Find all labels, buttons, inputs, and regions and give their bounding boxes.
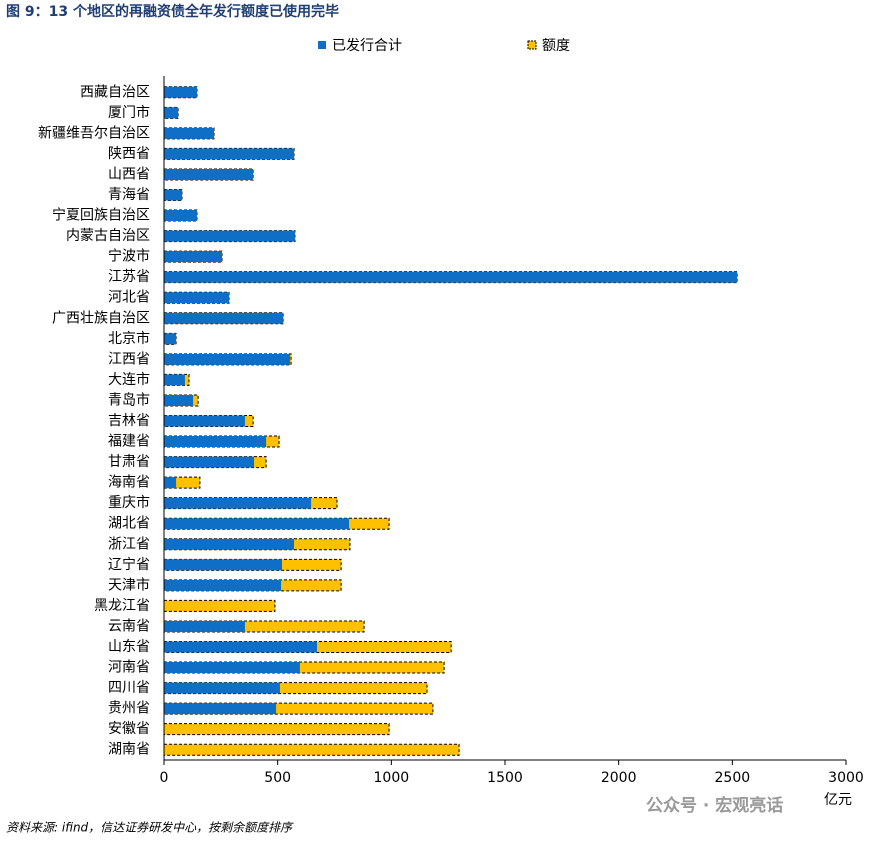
bar xyxy=(164,456,255,468)
y-tick-label: 大连市 xyxy=(108,371,150,388)
bar xyxy=(164,662,300,674)
source: 资料来源: ifind，信达证券研发中心，按剩余额度排序 xyxy=(6,821,294,835)
bar xyxy=(164,86,197,98)
x-tick-label: 0 xyxy=(160,770,169,786)
y-tick-label: 山西省 xyxy=(108,166,150,182)
y-tick-label: 浙江省 xyxy=(108,536,150,552)
legend-swatch xyxy=(318,41,326,49)
y-tick-label: 云南省 xyxy=(108,618,150,634)
legend-label: 额度 xyxy=(542,38,570,54)
y-tick-label: 河北省 xyxy=(108,290,150,306)
y-tick-label: 湖南省 xyxy=(108,742,150,758)
bar xyxy=(163,599,276,612)
y-tick-label: 湖北省 xyxy=(108,516,150,532)
y-tick-label: 吉林省 xyxy=(108,413,150,429)
bar xyxy=(164,189,182,201)
bar xyxy=(164,271,738,283)
bar xyxy=(164,230,295,242)
y-tick-label: 黑龙江省 xyxy=(94,598,150,614)
bar xyxy=(164,353,290,365)
y-tick-label: 四川省 xyxy=(108,680,150,696)
x-tick-label: 2000 xyxy=(601,770,637,786)
y-tick-label: 重庆市 xyxy=(108,494,150,511)
bar xyxy=(164,374,185,386)
y-tick-label: 新疆维吾尔自治区 xyxy=(38,125,150,141)
bar xyxy=(164,251,222,263)
bar xyxy=(164,579,282,591)
y-tick-label: 海南省 xyxy=(108,475,150,491)
bar xyxy=(164,312,284,324)
y-tick-label: 厦门市 xyxy=(108,104,150,121)
y-tick-label: 宁波市 xyxy=(108,248,150,265)
bar xyxy=(164,127,215,139)
bar xyxy=(164,703,277,715)
x-tick-label: 1000 xyxy=(374,770,410,786)
y-tick-label: 陕西省 xyxy=(108,146,150,162)
bar xyxy=(163,702,434,715)
bar xyxy=(164,394,194,406)
y-tick-label: 青岛市 xyxy=(108,391,150,408)
bar xyxy=(164,415,245,427)
watermark: 公众号 · 宏观亮话 xyxy=(646,795,783,816)
x-tick-label: 2500 xyxy=(715,770,751,786)
bar xyxy=(164,477,177,489)
bar xyxy=(164,436,267,448)
x-tick-label: 1500 xyxy=(487,770,523,786)
y-tick-label: 广西壮族自治区 xyxy=(52,310,150,326)
bar xyxy=(164,559,282,571)
bar xyxy=(163,743,460,756)
legend-swatch xyxy=(527,40,537,50)
bar xyxy=(164,497,312,509)
bar xyxy=(164,107,179,119)
y-tick-label: 江苏省 xyxy=(108,269,150,285)
bar xyxy=(164,333,177,345)
y-tick-label: 江西省 xyxy=(108,351,150,367)
y-tick-label: 北京市 xyxy=(108,330,150,347)
x-unit: 亿元 xyxy=(824,792,852,808)
x-tick-label: 3000 xyxy=(828,770,864,786)
y-tick-label: 甘肃省 xyxy=(108,454,150,470)
bar xyxy=(164,292,230,304)
bar xyxy=(164,682,280,694)
bar xyxy=(164,168,254,180)
bar xyxy=(164,641,317,653)
y-tick-label: 福建省 xyxy=(108,434,150,450)
chart-title: 图 9：13 个地区的再融资债全年发行额度已使用完毕 xyxy=(6,3,339,20)
bar xyxy=(164,518,350,530)
bar xyxy=(163,476,201,489)
y-tick-label: 青海省 xyxy=(108,187,150,203)
bar xyxy=(164,620,245,632)
y-tick-label: 内蒙古自治区 xyxy=(66,228,150,244)
y-tick-label: 河南省 xyxy=(108,660,150,676)
bar xyxy=(164,148,295,160)
y-tick-label: 辽宁省 xyxy=(108,556,150,573)
bar xyxy=(164,538,295,550)
bar xyxy=(163,723,390,736)
y-tick-label: 西藏自治区 xyxy=(80,84,150,100)
x-tick-label: 500 xyxy=(264,770,291,786)
legend-label: 已发行合计 xyxy=(332,38,402,54)
bar xyxy=(164,210,197,222)
y-tick-label: 山东省 xyxy=(108,639,150,655)
y-tick-label: 宁夏回族自治区 xyxy=(52,207,150,224)
y-tick-label: 安徽省 xyxy=(108,721,150,737)
y-tick-label: 贵州省 xyxy=(108,701,150,717)
y-tick-label: 天津市 xyxy=(108,576,150,593)
